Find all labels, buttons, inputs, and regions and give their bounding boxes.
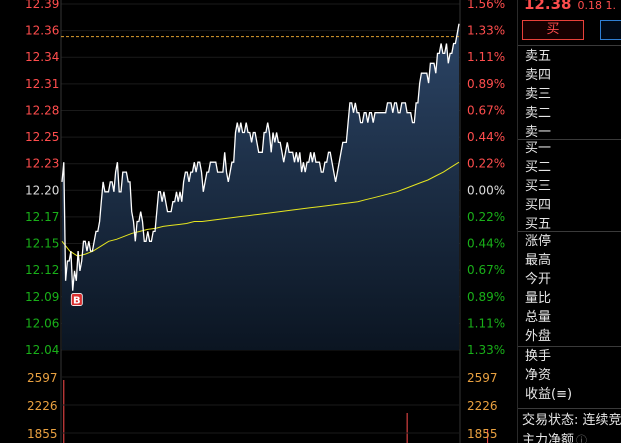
price-tick-label: 12.06 [25,316,59,330]
buy-level-2[interactable]: 买二 [525,160,552,175]
buy-signal-label: B [73,296,81,307]
trading-status: 交易状态: 连续竞 [522,413,621,428]
stat-high: 最高 [525,253,552,268]
pct-tick-label: 1.33% [467,343,505,357]
pct-tick-label: 0.67% [467,263,505,277]
sell-button[interactable] [600,20,621,40]
pct-tick-label: 0.89% [467,290,505,304]
price-tick-label: 12.23 [25,157,59,171]
buy-level-3[interactable]: 买三 [525,179,552,194]
stat-net-assets: 净资 [525,368,552,383]
divider [518,45,621,46]
sell-level-5[interactable]: 卖五 [525,49,552,64]
price-tick-label: 12.20 [25,183,59,197]
divider [518,231,621,232]
sell-orders: 卖五 卖四 卖三 卖二 卖一 [518,47,621,142]
price-line [61,23,460,291]
sell-level-2[interactable]: 卖二 [525,106,552,121]
buy-level-1[interactable]: 买一 [525,141,552,156]
volume-tick-label: 1855 [467,427,498,441]
quote-side-panel: 12.38 0.18 1. 买 卖五 卖四 卖三 卖二 卖一 买一 买二 买三 买… [517,0,621,443]
sell-level-3[interactable]: 卖三 [525,87,552,102]
volume-tick-label: 2597 [27,371,58,385]
pct-tick-label: 1.11% [467,50,505,64]
average-price-line [61,161,460,257]
stat-total-volume: 总量 [525,310,552,325]
stat-turnover: 换手 [525,349,552,364]
price-change: 0.18 [577,0,602,12]
volume-tick-label: 1855 [27,427,58,441]
volume-tick-label: 2226 [467,399,498,413]
pct-tick-label: 0.44% [467,237,505,251]
buy-signal-marker[interactable] [70,293,83,306]
divider [518,139,621,140]
price-tick-label: 12.04 [25,343,59,357]
stats-group-1: 涨停 最高 今开 量比 总量 外盘 [518,232,621,346]
price-tick-label: 12.09 [25,290,59,304]
pct-tick-label: 0.22% [467,157,505,171]
stat-outer-volume: 外盘 [525,329,552,344]
pct-tick-label: 0.00% [467,183,505,197]
stat-limit-up: 涨停 [525,234,552,249]
sell-level-4[interactable]: 卖四 [525,68,552,83]
info-icon: ⓘ [576,434,588,443]
price-tick-label: 12.12 [25,263,59,277]
intraday-chart[interactable]: 12.39 12.36 12.34 12.31 12.28 12.25 12.23 12.20… [0,0,517,443]
last-price: 12.38 [524,0,572,13]
pct-tick-label: 0.44% [467,130,505,144]
volume-tick-label: 2597 [467,371,498,385]
buy-level-4[interactable]: 买四 [525,198,552,213]
price-tick-label: 12.17 [25,210,59,224]
volume-tick-label: 2226 [27,399,58,413]
price-tick-label: 12.31 [25,77,59,91]
pct-tick-label: 0.67% [467,103,505,117]
price-tick-label: 12.34 [25,50,59,64]
buy-level-5[interactable]: 买五 [525,217,552,232]
pct-tick-label: 1.56% [467,0,505,11]
divider [518,346,621,347]
pct-tick-label: 0.89% [467,77,505,91]
pct-change: 1. [605,0,616,12]
price-tick-label: 12.15 [25,237,59,251]
stat-open: 今开 [525,272,552,287]
pct-tick-label: 1.33% [467,24,505,38]
price-area-fill [62,23,459,351]
pct-tick-label: 1.11% [467,316,505,330]
sell-level-1[interactable]: 卖一 [525,125,552,140]
stat-volume-ratio: 量比 [525,291,552,306]
buy-button[interactable]: 买 [522,20,584,40]
price-tick-label: 12.25 [25,130,59,144]
header-quote: 12.38 0.18 1. [524,0,616,13]
stat-earnings: 收益(≡) [525,387,573,402]
price-tick-label: 12.39 [25,0,59,11]
main-force-net[interactable]: 主力净额 ⓘ [518,431,621,443]
stats-group-2: 换手 净资 收益(≡) [518,347,621,404]
buy-orders: 买一 买二 买三 买四 买五 [518,139,621,234]
pct-tick-label: 0.22% [467,210,505,224]
price-tick-label: 12.36 [25,24,59,38]
price-tick-label: 12.28 [25,103,59,117]
main-force-label: 主力净额 [522,433,575,443]
divider [518,408,621,409]
